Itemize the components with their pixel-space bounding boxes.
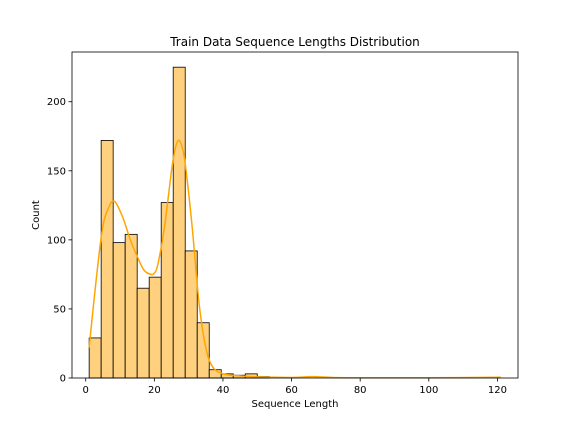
plot-frame [71,51,519,379]
histogram-bar-7 [172,66,186,379]
histogram-bar-0 [88,337,102,379]
x-axis-label: Sequence Length [252,399,339,410]
x-tick-label: 120 [488,385,507,396]
y-axis-label: Count [31,200,42,230]
histogram-bar-2 [112,242,126,379]
y-tick-label: 100 [47,235,66,246]
histogram-bar-1 [100,140,114,379]
chart-title: Train Data Sequence Lengths Distribution [169,35,420,49]
y-axis-ticks: 0 50 100 150 200 [47,97,72,385]
histogram-bar-3 [124,233,138,379]
histogram-bar-6 [160,202,174,379]
x-axis-ticks: 0 20 40 60 80 100 120 [83,378,507,396]
y-tick-label: 0 [60,374,66,385]
kde-line [88,139,501,379]
histogram-bar-4 [136,287,150,379]
x-tick-label: 60 [285,385,298,396]
x-tick-label: 0 [83,385,89,396]
kde-group [88,139,501,379]
y-tick-label: 200 [47,97,66,108]
y-tick-label: 150 [47,166,66,177]
x-tick-label: 40 [217,385,230,396]
histogram-bar-5 [148,276,162,379]
x-tick-label: 80 [354,385,367,396]
x-tick-label: 100 [419,385,438,396]
y-tick-label: 50 [53,304,66,315]
histogram-bar-10 [208,369,222,379]
x-tick-label: 20 [148,385,161,396]
bars-group [88,66,270,379]
